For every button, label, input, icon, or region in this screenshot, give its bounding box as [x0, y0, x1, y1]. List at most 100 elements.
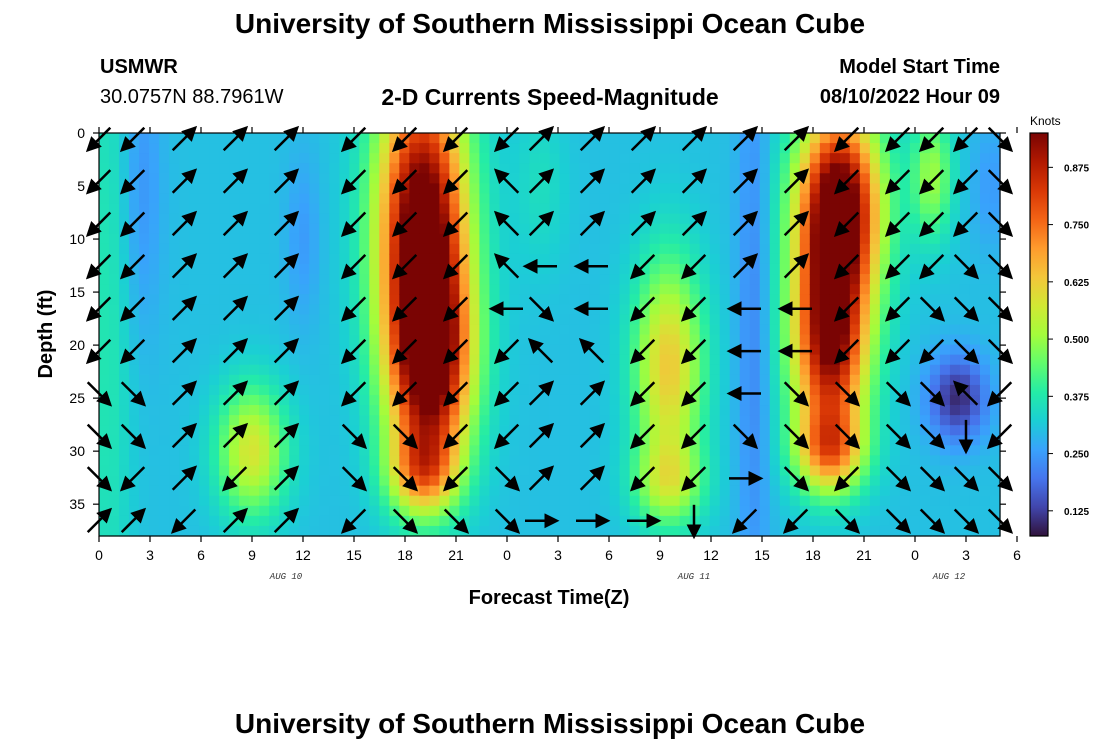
heatmap-cell — [339, 253, 350, 265]
heatmap-cell — [429, 445, 440, 456]
heatmap-cell — [759, 384, 771, 396]
heatmap-cell — [169, 324, 180, 336]
heatmap-cell — [819, 485, 831, 497]
heatmap-cell — [699, 233, 711, 245]
heatmap-cell — [489, 334, 501, 346]
heatmap-cell — [959, 284, 971, 295]
current-vector-arrow — [884, 296, 911, 322]
heatmap-cell — [789, 415, 801, 426]
heatmap-cell — [679, 324, 691, 336]
heatmap-cell — [809, 284, 821, 295]
heatmap-cell — [109, 294, 120, 305]
heatmap-cell — [559, 384, 571, 396]
heatmap-cell — [259, 253, 270, 265]
heatmap-cell — [809, 364, 821, 376]
current-vector-arrow — [629, 338, 656, 365]
heatmap-cell — [529, 495, 541, 507]
heatmap-cell — [829, 203, 841, 215]
current-vector-arrow — [340, 381, 367, 407]
heatmap-cell — [339, 374, 350, 386]
heatmap-cell — [209, 324, 220, 336]
heatmap-cell — [489, 505, 501, 517]
current-vector-arrow — [528, 422, 555, 449]
heatmap-cell — [659, 193, 671, 205]
heatmap-cell — [949, 223, 961, 235]
heatmap-cell — [959, 394, 971, 406]
heatmap-cell — [729, 515, 741, 527]
heatmap-cell — [559, 445, 571, 456]
heatmap-cell — [809, 153, 821, 164]
heatmap-cell — [519, 435, 531, 446]
plot-subtitle: 2-D Currents Speed-Magnitude — [381, 84, 719, 110]
heatmap-cell — [649, 415, 661, 426]
heatmap-cell — [369, 243, 380, 255]
heatmap-cell — [469, 243, 481, 255]
heatmap-cell — [709, 384, 721, 396]
heatmap-cell — [929, 133, 941, 144]
heatmap-cell — [179, 364, 190, 376]
heatmap-cell — [419, 475, 430, 487]
heatmap-cell — [729, 213, 741, 225]
heatmap-cell — [919, 495, 931, 507]
heatmap-cell — [449, 374, 460, 386]
current-vector-arrow — [833, 296, 860, 322]
heatmap-cell — [889, 173, 901, 184]
heatmap-cell — [759, 344, 771, 356]
heatmap-cell — [619, 374, 631, 386]
heatmap-cell — [349, 324, 360, 336]
heatmap-cell — [709, 213, 721, 225]
current-vector-arrow — [953, 296, 980, 322]
heatmap-cell — [899, 465, 911, 477]
heatmap-cell — [459, 405, 471, 416]
heatmap-cell — [279, 455, 290, 467]
heatmap-cell — [689, 445, 701, 456]
heatmap-cell — [469, 143, 481, 154]
heatmap-cell — [719, 153, 731, 164]
heatmap-cell — [869, 495, 881, 507]
heatmap-cell — [629, 324, 641, 336]
heatmap-cell — [109, 223, 120, 235]
heatmap-cell — [579, 233, 591, 245]
heatmap-cell — [529, 354, 541, 366]
heatmap-cell — [719, 193, 731, 205]
heatmap-cell — [609, 173, 621, 184]
heatmap-cell — [169, 193, 180, 205]
heatmap-cell — [579, 143, 591, 154]
heatmap-cell — [619, 334, 631, 346]
heatmap-cell — [339, 505, 350, 517]
heatmap-cell — [709, 294, 721, 305]
heatmap-cell — [209, 515, 220, 527]
heatmap-cell — [879, 485, 891, 497]
heatmap-cell — [879, 475, 891, 487]
heatmap-cell — [489, 233, 501, 245]
heatmap-cell — [459, 425, 471, 436]
heatmap-cell — [519, 485, 531, 497]
heatmap-cell — [669, 183, 681, 195]
heatmap-cell — [439, 445, 450, 456]
heatmap-cell — [919, 274, 931, 285]
heatmap-cell — [159, 525, 170, 537]
heatmap-cell — [349, 505, 360, 517]
heatmap-cell — [539, 223, 551, 235]
heatmap-cell — [549, 435, 561, 446]
heatmap-cell — [319, 163, 330, 174]
heatmap-cell — [439, 455, 450, 467]
heatmap-cell — [149, 143, 160, 154]
heatmap-cell — [609, 445, 621, 456]
heatmap-cell — [639, 415, 651, 426]
heatmap-cell — [129, 384, 140, 396]
heatmap-cell — [169, 274, 180, 285]
heatmap-cell — [789, 364, 801, 376]
heatmap-cell — [779, 384, 791, 396]
heatmap-cell — [879, 445, 891, 456]
heatmap-cell — [569, 394, 581, 406]
heatmap-cell — [959, 364, 971, 376]
heatmap-cell — [549, 455, 561, 467]
heatmap-cell — [759, 253, 771, 265]
heatmap-cell — [709, 304, 721, 315]
heatmap-cell — [489, 445, 501, 456]
heatmap-cell — [669, 284, 681, 295]
heatmap-cell — [159, 284, 170, 295]
heatmap-cell — [579, 294, 591, 305]
heatmap-cell — [899, 243, 911, 255]
